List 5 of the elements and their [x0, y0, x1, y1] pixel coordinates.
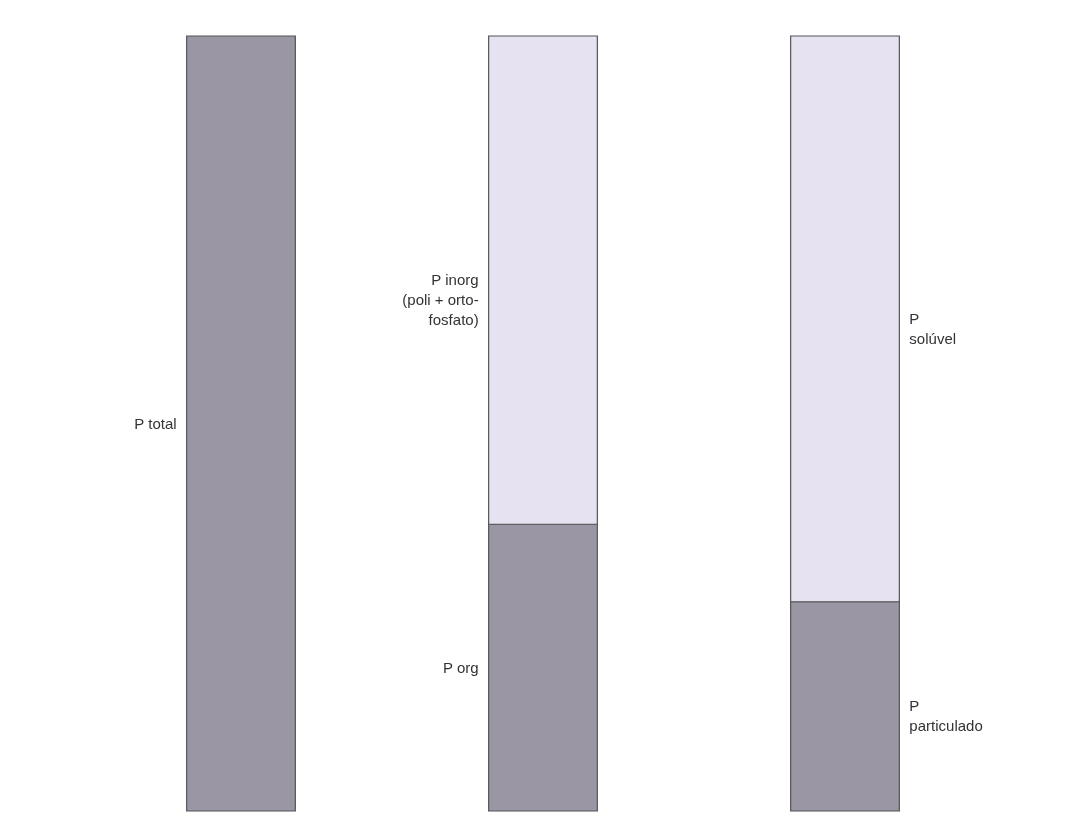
- series-label: P total: [134, 414, 177, 432]
- series-label: P org: [443, 658, 479, 676]
- series-label: P solúvel: [909, 309, 957, 347]
- series-label: P inorg (poli + orto- fosfato): [402, 271, 479, 329]
- series-label: P particulado: [909, 697, 983, 735]
